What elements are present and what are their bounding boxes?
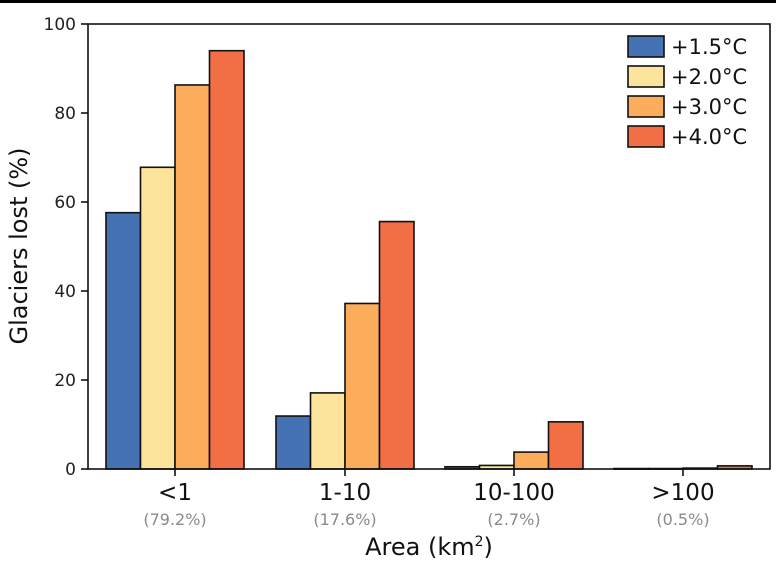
y-tick-label-60: 60 (54, 193, 76, 213)
legend: +1.5°C +2.0°C +3.0°C +4.0°C (627, 35, 747, 149)
x-share-label-1-10: (17.6%) (313, 510, 376, 529)
legend-label-+3.0°C: +3.0°C (671, 95, 747, 119)
axes-layer: 0 20 40 60 80 100 <1 (79.2%) 1-10 (17.6%) 10-100 (2… (5, 15, 771, 561)
bar-1-10-+3.0°C (344, 302, 381, 470)
legend-label-+2.0°C: +2.0°C (671, 65, 747, 89)
y-tick-label-100: 100 (44, 15, 76, 35)
x-axis-label-close: ) (484, 533, 493, 561)
y-tick-label-40: 40 (54, 282, 76, 302)
bar-<1-+3.0°C (174, 84, 211, 470)
legend-swatch-+3.0°C (627, 95, 665, 118)
bar-1-10-+1.5°C (275, 415, 312, 470)
bar-10-100-+3.0°C (513, 451, 550, 470)
top-border (0, 0, 776, 3)
x-axis-label: Area (km2) (365, 533, 493, 561)
x-tick-label->100: >100 (651, 480, 714, 506)
x-axis-label-main: Area (km (365, 533, 475, 561)
bar-<1-+4.0°C (208, 49, 245, 470)
x-tick-label-10-100: 10-100 (473, 480, 554, 506)
plot-frame (87, 23, 771, 470)
bar-<1-+2.0°C (139, 166, 176, 470)
x-tick-label-1-10: 1-10 (319, 480, 371, 506)
y-axis-label: Glaciers lost (%) (5, 147, 33, 344)
legend-swatch-+1.5°C (627, 35, 665, 58)
x-axis-label-sup: 2 (475, 534, 484, 550)
legend-swatch-+2.0°C (627, 65, 665, 88)
legend-swatch-+4.0°C (627, 125, 665, 148)
x-share-label->100: (0.5%) (656, 510, 709, 529)
x-share-label-10-100: (2.7%) (487, 510, 540, 529)
bar-1-10-+4.0°C (378, 220, 415, 470)
y-tick-label-20: 20 (54, 371, 76, 391)
x-share-label-<1: (79.2%) (143, 510, 206, 529)
bar-1-10-+2.0°C (309, 392, 346, 470)
legend-label-+4.0°C: +4.0°C (671, 125, 747, 149)
bars-layer (105, 49, 753, 470)
x-tick-label-<1: <1 (158, 480, 192, 506)
legend-label-+1.5°C: +1.5°C (671, 35, 747, 59)
y-tick-label-80: 80 (54, 104, 76, 124)
y-tick-label-0: 0 (65, 460, 76, 480)
bar-<1-+1.5°C (105, 211, 142, 470)
bar-10-100-+4.0°C (547, 421, 584, 470)
